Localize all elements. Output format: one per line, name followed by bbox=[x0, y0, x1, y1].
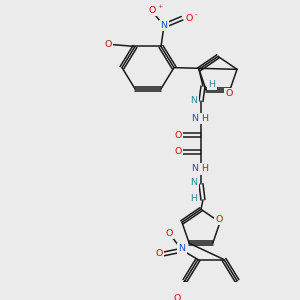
Text: N: N bbox=[178, 244, 185, 253]
Text: O: O bbox=[165, 229, 173, 238]
Text: O: O bbox=[155, 249, 163, 258]
Text: O: O bbox=[185, 14, 193, 23]
Text: N: N bbox=[190, 178, 197, 188]
Text: O: O bbox=[215, 215, 223, 224]
Text: H: H bbox=[190, 194, 197, 203]
Text: -: - bbox=[195, 11, 197, 17]
Text: O: O bbox=[104, 40, 112, 49]
Text: O: O bbox=[174, 148, 182, 157]
Text: O: O bbox=[174, 130, 182, 140]
Text: N: N bbox=[191, 164, 199, 173]
Text: N: N bbox=[191, 114, 199, 123]
Text: +: + bbox=[158, 4, 163, 9]
Text: H: H bbox=[208, 80, 215, 89]
Text: N: N bbox=[160, 21, 167, 30]
Text: O: O bbox=[225, 89, 232, 98]
Text: H: H bbox=[202, 164, 208, 173]
Text: O: O bbox=[148, 6, 156, 15]
Text: O: O bbox=[173, 294, 181, 300]
Text: H: H bbox=[202, 114, 208, 123]
Text: N: N bbox=[190, 96, 197, 105]
